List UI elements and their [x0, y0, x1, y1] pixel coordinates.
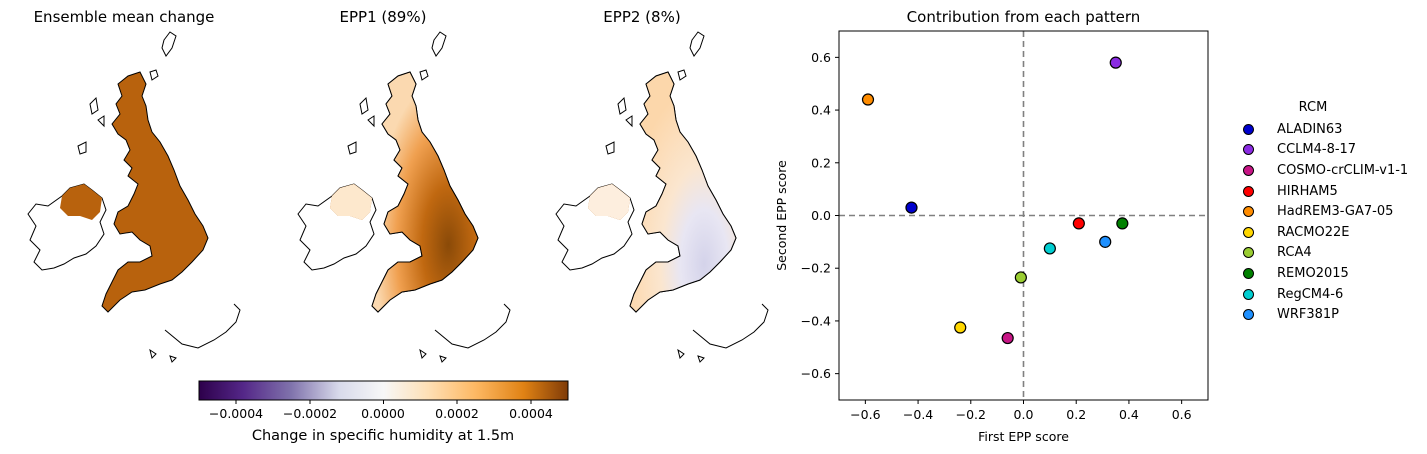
legend-label: WRF381P	[1277, 307, 1340, 323]
y-tick-label: 0.2	[811, 155, 831, 170]
map-ensemble-mean	[27, 31, 241, 363]
x-tick-label: 0.0	[1014, 407, 1034, 422]
y-tick-label: −0.6	[801, 366, 831, 381]
legend-marker	[1243, 144, 1254, 156]
legend-label: RegCM4-6	[1277, 286, 1344, 302]
map-title-ensemble-mean: Ensemble mean change	[33, 8, 215, 26]
y-tick-label: 0.4	[811, 103, 831, 118]
legend-item: ALADIN63	[1238, 119, 1423, 140]
legend-marker	[1243, 267, 1254, 279]
legend-marker	[1243, 164, 1254, 176]
legend-marker	[1243, 206, 1254, 218]
y-tick-label: −0.2	[801, 261, 831, 276]
map-title-epp2: EPP2 (8%)	[603, 8, 681, 26]
colorbar-tick: 0.0004	[509, 406, 553, 421]
legend-marker	[1243, 309, 1254, 321]
data-point-hadrem3-ga7-05	[861, 93, 875, 106]
legend-item: COSMO-crCLIM-v1-1	[1238, 160, 1423, 181]
legend-label: HIRHAM5	[1277, 183, 1338, 199]
colorbar-tick: −0.0002	[282, 406, 338, 421]
legend-marker	[1243, 185, 1254, 197]
legend-label: COSMO-crCLIM-v1-1	[1277, 162, 1409, 178]
data-point-cosmo-crclim-v1-1	[1001, 331, 1014, 345]
legend-item: RegCM4-6	[1238, 284, 1423, 305]
legend-item: CCLM4-8-17	[1238, 140, 1423, 161]
map-epp2	[555, 31, 769, 363]
legend-label: RCA4	[1277, 245, 1312, 261]
legend-title: RCM	[1298, 100, 1328, 115]
data-point-cclm4-8-17	[1109, 56, 1122, 69]
legend-item: HadREM3-GA7-05	[1238, 201, 1423, 222]
data-point-aladin63	[905, 201, 918, 214]
x-tick-label: −0.2	[956, 407, 986, 422]
y-axis-label: Second EPP score	[774, 160, 789, 271]
colorbar-tick: 0.0000	[361, 406, 405, 421]
x-axis-label: First EPP score	[978, 429, 1069, 444]
legend-marker	[1243, 123, 1254, 135]
y-tick-label: −0.4	[801, 313, 831, 328]
y-tick-label: 0.6	[811, 50, 831, 65]
legend-item: HIRHAM5	[1238, 181, 1423, 202]
legend-item: RACMO22E	[1238, 222, 1423, 243]
legend-label: RACMO22E	[1277, 224, 1350, 240]
x-tick-label: 0.4	[1119, 407, 1139, 422]
map-title-epp1: EPP1 (89%)	[339, 8, 427, 26]
chart-title: Contribution from each pattern	[907, 8, 1141, 26]
legend-item: REMO2015	[1238, 263, 1423, 284]
x-tick-label: −0.4	[903, 407, 933, 422]
data-point-racmo22e	[954, 321, 967, 334]
colorbar-tick: −0.0004	[208, 406, 264, 421]
legend-marker	[1243, 247, 1254, 259]
legend-marker	[1243, 288, 1254, 300]
colorbar-gradient	[198, 380, 569, 401]
legend-label: HadREM3-GA7-05	[1277, 204, 1394, 220]
legend-label: CCLM4-8-17	[1277, 142, 1357, 158]
colorbar-label: Change in specific humidity at 1.5m	[251, 428, 515, 444]
x-tick-label: 0.2	[1066, 407, 1086, 422]
scatter-plot: Contribution from each pattern −0.6 −0.4 −0…	[774, 8, 1209, 444]
colorbar-tick: 0.0002	[435, 406, 479, 421]
legend-item: RCA4	[1238, 243, 1423, 264]
legend: RCM ALADIN63 CCLM4-8-17 COSMO-crCLIM-v1-1 H…	[1238, 100, 1423, 325]
legend-label: ALADIN63	[1277, 121, 1343, 137]
x-tick-label: 0.6	[1172, 407, 1192, 422]
legend-marker	[1243, 226, 1254, 238]
data-point-remo2015	[1116, 217, 1129, 230]
map-epp1	[297, 31, 511, 363]
data-point-wrf381p	[1099, 235, 1112, 248]
data-point-regcm4-6	[1043, 242, 1056, 255]
legend-label: REMO2015	[1277, 265, 1349, 281]
data-point-hirham5	[1072, 217, 1085, 230]
x-tick-label: −0.6	[850, 407, 880, 422]
y-tick-label: 0.0	[811, 208, 831, 223]
colorbar	[198, 380, 569, 404]
legend-item: WRF381P	[1238, 304, 1423, 325]
uk-maps	[27, 31, 769, 363]
data-point-rca4	[1014, 271, 1027, 284]
